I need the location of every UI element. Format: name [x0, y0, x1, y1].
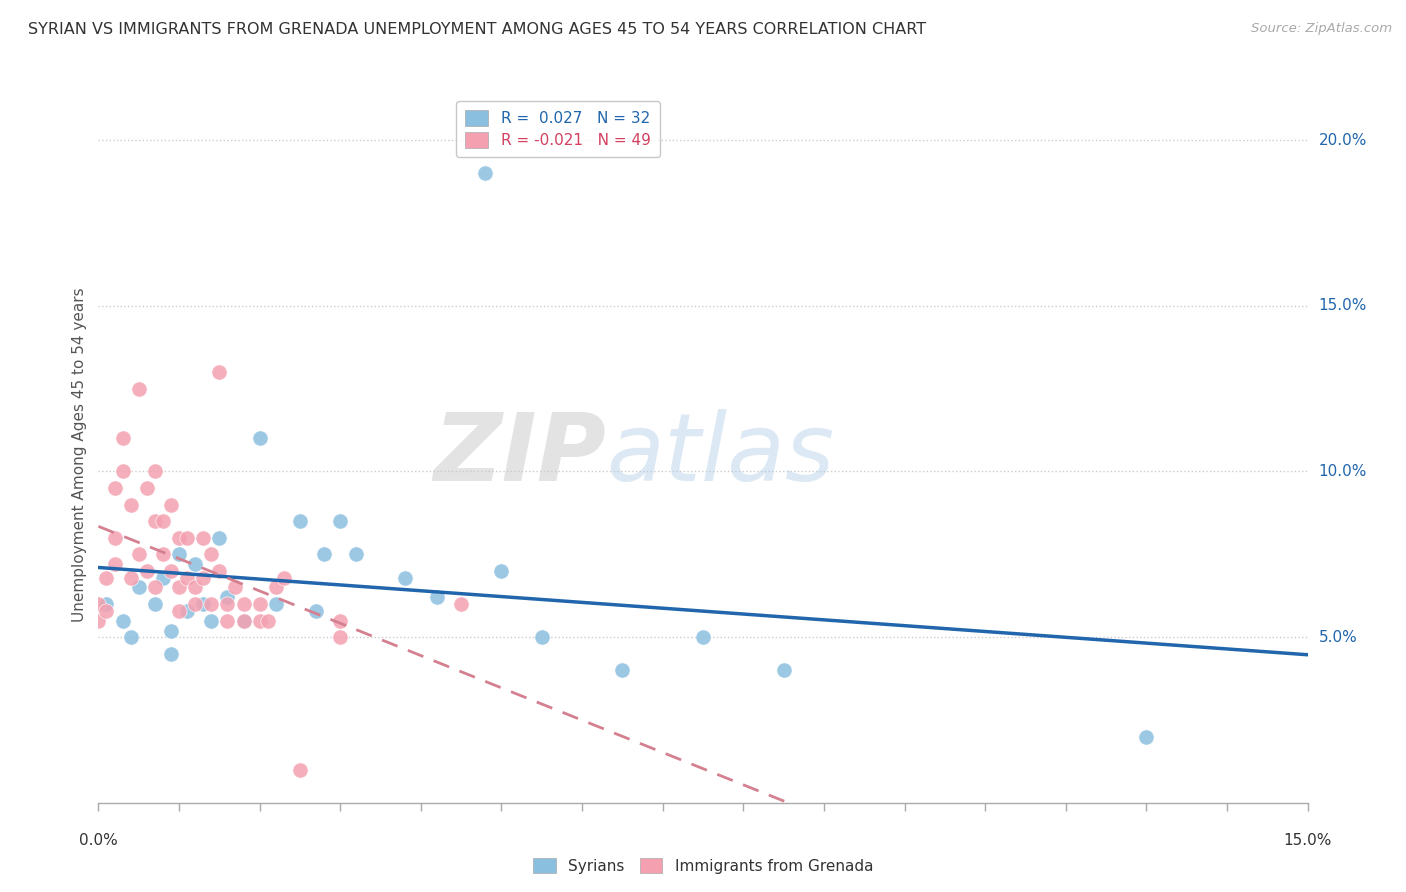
Legend: Syrians, Immigrants from Grenada: Syrians, Immigrants from Grenada [527, 852, 879, 880]
Point [193, 570, 215, 584]
Point [217, 591, 239, 605]
Point [329, 614, 352, 628]
Point [160, 498, 183, 512]
Point [184, 597, 207, 611]
Point [96, 597, 118, 611]
Point [152, 570, 174, 584]
Point [167, 581, 190, 595]
Point [692, 630, 714, 644]
Point [772, 663, 794, 677]
Point [329, 514, 352, 528]
Point [193, 531, 215, 545]
Point [120, 570, 142, 584]
Point [193, 597, 215, 611]
Point [111, 431, 134, 445]
Point [167, 531, 190, 545]
Point [167, 604, 190, 618]
Point [120, 498, 142, 512]
Point [143, 581, 166, 595]
Text: atlas: atlas [606, 409, 835, 500]
Point [160, 624, 183, 638]
Y-axis label: Unemployment Among Ages 45 to 54 years: Unemployment Among Ages 45 to 54 years [72, 287, 87, 623]
Point [111, 614, 134, 628]
Point [167, 547, 190, 561]
Point [128, 581, 150, 595]
Point [184, 581, 207, 595]
Text: Source: ZipAtlas.com: Source: ZipAtlas.com [1251, 22, 1392, 36]
Point [612, 663, 634, 677]
Point [208, 531, 231, 545]
Point [120, 630, 142, 644]
Point [273, 570, 295, 584]
Point [256, 614, 278, 628]
Point [217, 614, 239, 628]
Point [426, 591, 449, 605]
Point [288, 763, 311, 777]
Point [143, 597, 166, 611]
Point [200, 614, 222, 628]
Point [135, 481, 157, 495]
Point [305, 604, 328, 618]
Point [208, 365, 231, 379]
Point [200, 597, 222, 611]
Point [329, 630, 352, 644]
Text: 10.0%: 10.0% [1319, 464, 1367, 479]
Point [474, 166, 496, 180]
Point [288, 514, 311, 528]
Point [152, 547, 174, 561]
Point [128, 547, 150, 561]
Point [111, 465, 134, 479]
Text: SYRIAN VS IMMIGRANTS FROM GRENADA UNEMPLOYMENT AMONG AGES 45 TO 54 YEARS CORRELA: SYRIAN VS IMMIGRANTS FROM GRENADA UNEMPL… [28, 22, 927, 37]
Point [530, 630, 553, 644]
Point [200, 547, 222, 561]
Point [176, 570, 198, 584]
Point [160, 647, 183, 661]
Point [232, 614, 254, 628]
Text: 15.0%: 15.0% [1284, 833, 1331, 848]
Text: 15.0%: 15.0% [1319, 298, 1367, 313]
Point [314, 547, 336, 561]
Text: 5.0%: 5.0% [1319, 630, 1357, 645]
Point [217, 597, 239, 611]
Point [184, 558, 207, 572]
Point [232, 597, 254, 611]
Point [128, 382, 150, 396]
Point [1135, 730, 1157, 744]
Point [208, 564, 231, 578]
Point [450, 597, 472, 611]
Point [232, 614, 254, 628]
Point [87, 614, 110, 628]
Point [160, 564, 183, 578]
Point [394, 570, 416, 584]
Point [143, 514, 166, 528]
Point [249, 431, 271, 445]
Point [103, 558, 125, 572]
Point [152, 514, 174, 528]
Point [143, 465, 166, 479]
Text: 0.0%: 0.0% [79, 833, 118, 848]
Point [176, 531, 198, 545]
Point [176, 604, 198, 618]
Point [344, 547, 367, 561]
Point [249, 597, 271, 611]
Point [224, 581, 246, 595]
Point [249, 614, 271, 628]
Point [135, 564, 157, 578]
Point [103, 531, 125, 545]
Point [264, 581, 287, 595]
Point [491, 564, 513, 578]
Point [103, 481, 125, 495]
Legend: R =  0.027   N = 32, R = -0.021   N = 49: R = 0.027 N = 32, R = -0.021 N = 49 [456, 101, 659, 157]
Text: ZIP: ZIP [433, 409, 606, 501]
Point [264, 597, 287, 611]
Point [96, 604, 118, 618]
Point [87, 597, 110, 611]
Text: 20.0%: 20.0% [1319, 133, 1367, 148]
Point [96, 570, 118, 584]
